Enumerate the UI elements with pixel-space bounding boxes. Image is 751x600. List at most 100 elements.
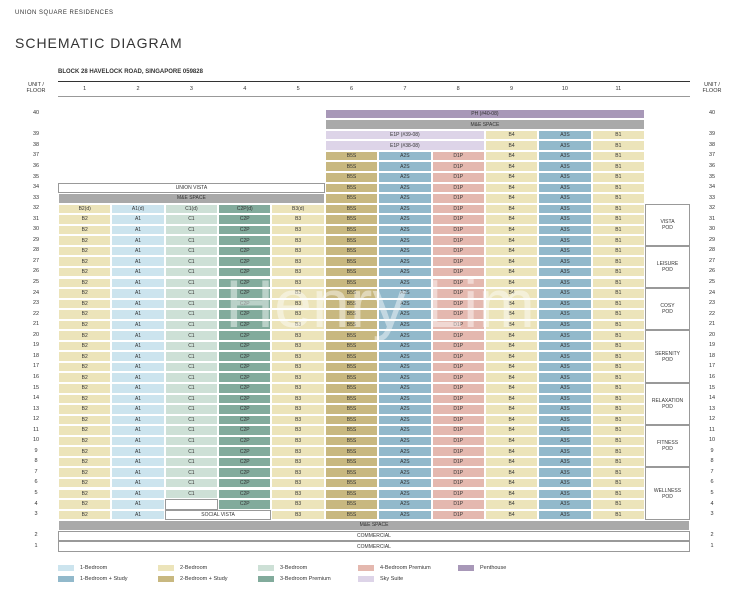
- unit-cell: B5S: [324, 172, 379, 183]
- floor-label: 22: [708, 310, 716, 317]
- unit-cell: B3: [271, 288, 325, 299]
- unit-cell: A1: [111, 277, 165, 289]
- floor-label: 29: [32, 236, 40, 243]
- pod-label: COSY POD: [645, 288, 690, 331]
- floor-label: 13: [708, 405, 716, 412]
- unit-cell: A2S: [378, 499, 432, 510]
- unit-cell: C1: [164, 361, 219, 373]
- unit-cell: B4: [484, 467, 539, 478]
- unit-cell: C1: [164, 446, 219, 457]
- unit-cell: B5S: [324, 288, 379, 299]
- unit-cell: B4: [484, 351, 539, 362]
- unit-cell: B4: [484, 330, 539, 341]
- unit-cell: A3S: [538, 140, 592, 151]
- unit-cell: B3: [271, 266, 325, 278]
- unit-cell: A3S: [538, 340, 592, 352]
- unit-cell: B2: [58, 456, 112, 468]
- unit-cell: B2: [58, 509, 112, 521]
- unit-cell: B4: [484, 509, 539, 521]
- unit-cell: M&E SPACE: [58, 193, 325, 204]
- floor-label: 1: [34, 542, 38, 549]
- floor-label: 25: [32, 279, 40, 285]
- unit-cell: C1: [164, 288, 219, 299]
- unit-cell: B1: [591, 129, 645, 141]
- column-label: 3: [189, 86, 193, 92]
- unit-cell: C1: [164, 266, 219, 278]
- unit-cell: B2: [58, 446, 112, 457]
- unit-cell: B5S: [324, 372, 379, 383]
- unit-cell: B5S: [324, 446, 379, 457]
- unit-cell: A2S: [378, 488, 432, 500]
- column-label: 5: [296, 86, 300, 92]
- unit-cell: B4: [484, 298, 539, 310]
- unit-cell: B3: [271, 277, 325, 289]
- floor-label: 37: [32, 152, 40, 159]
- unit-cell: B4: [484, 393, 539, 405]
- unit-cell: B5S: [324, 393, 379, 405]
- unit-cell: C2P: [218, 330, 272, 341]
- floor-label: 11: [33, 426, 39, 433]
- floor-label: 28: [708, 247, 716, 254]
- unit-cell: A1: [111, 256, 165, 267]
- unit-cell: A2S: [378, 161, 432, 172]
- floor-label: 31: [708, 215, 716, 222]
- unit-cell: A2S: [378, 172, 432, 183]
- unit-cell: C2P: [218, 499, 272, 510]
- unit-cell: B3: [271, 467, 325, 478]
- floor-label: 20: [32, 331, 40, 338]
- unit-cell: B3: [271, 298, 325, 310]
- unit-cell: C2P: [218, 288, 272, 299]
- unit-cell: B1: [591, 393, 645, 405]
- unit-cell: C1: [164, 245, 219, 257]
- unit-cell: A3S: [538, 203, 592, 215]
- unit-cell: D1P: [431, 340, 485, 352]
- floor-label: 4: [710, 500, 714, 507]
- floor-label: 36: [32, 162, 40, 169]
- unit-cell: B5S: [324, 488, 379, 500]
- unit-cell: A2S: [378, 467, 432, 478]
- unit-cell: B1: [591, 277, 645, 289]
- unit-cell: A3S: [538, 172, 592, 183]
- unit-cell: A2S: [378, 361, 432, 373]
- unit-cell: B5S: [324, 245, 379, 257]
- floor-label: 37: [708, 152, 716, 159]
- floor-label: 35: [708, 173, 716, 180]
- unit-cell: C2P: [218, 266, 272, 278]
- unit-cell: A1: [111, 224, 165, 236]
- floor-label: 10: [708, 437, 716, 444]
- unit-cell: B3: [271, 499, 325, 510]
- unit-cell: B1: [591, 298, 645, 310]
- unit-cell: B3: [271, 456, 325, 468]
- unit-cell: A3S: [538, 235, 592, 246]
- unit-cell: B1: [591, 182, 645, 194]
- unit-cell: A3S: [538, 404, 592, 415]
- unit-cell: A2S: [378, 435, 432, 447]
- unit-cell: B4: [484, 182, 539, 194]
- floor-label: 23: [32, 300, 40, 307]
- unit-cell: C1: [164, 298, 219, 310]
- column-label: 8: [456, 86, 460, 92]
- unit-cell: B1: [591, 425, 645, 436]
- unit-cell: B2: [58, 309, 112, 320]
- floor-label: 15: [708, 384, 716, 391]
- unit-cell: B1: [591, 435, 645, 447]
- unit-cell: B4: [484, 193, 539, 204]
- unit-cell: B3: [271, 446, 325, 457]
- unit-cell: B5S: [324, 404, 379, 415]
- unit-cell: C1: [164, 456, 219, 468]
- unit-cell: A3S: [538, 277, 592, 289]
- floor-label: 2: [710, 532, 714, 539]
- unit-cell: D1P: [431, 256, 485, 267]
- unit-cell: B1: [591, 150, 645, 162]
- unit-cell: D1P: [431, 193, 485, 204]
- unit-cell: B3: [271, 509, 325, 521]
- floor-label: 25: [708, 279, 716, 285]
- unit-cell: B5S: [324, 499, 379, 510]
- legend-label: 3-Bedroom: [280, 565, 308, 571]
- unit-cell: C1: [164, 309, 219, 320]
- unit-cell: B4: [484, 129, 539, 141]
- unit-cell: A3S: [538, 446, 592, 457]
- unit-cell: C2P: [218, 404, 272, 415]
- unit-cell: B5S: [324, 235, 379, 246]
- unit-cell: B1: [591, 499, 645, 510]
